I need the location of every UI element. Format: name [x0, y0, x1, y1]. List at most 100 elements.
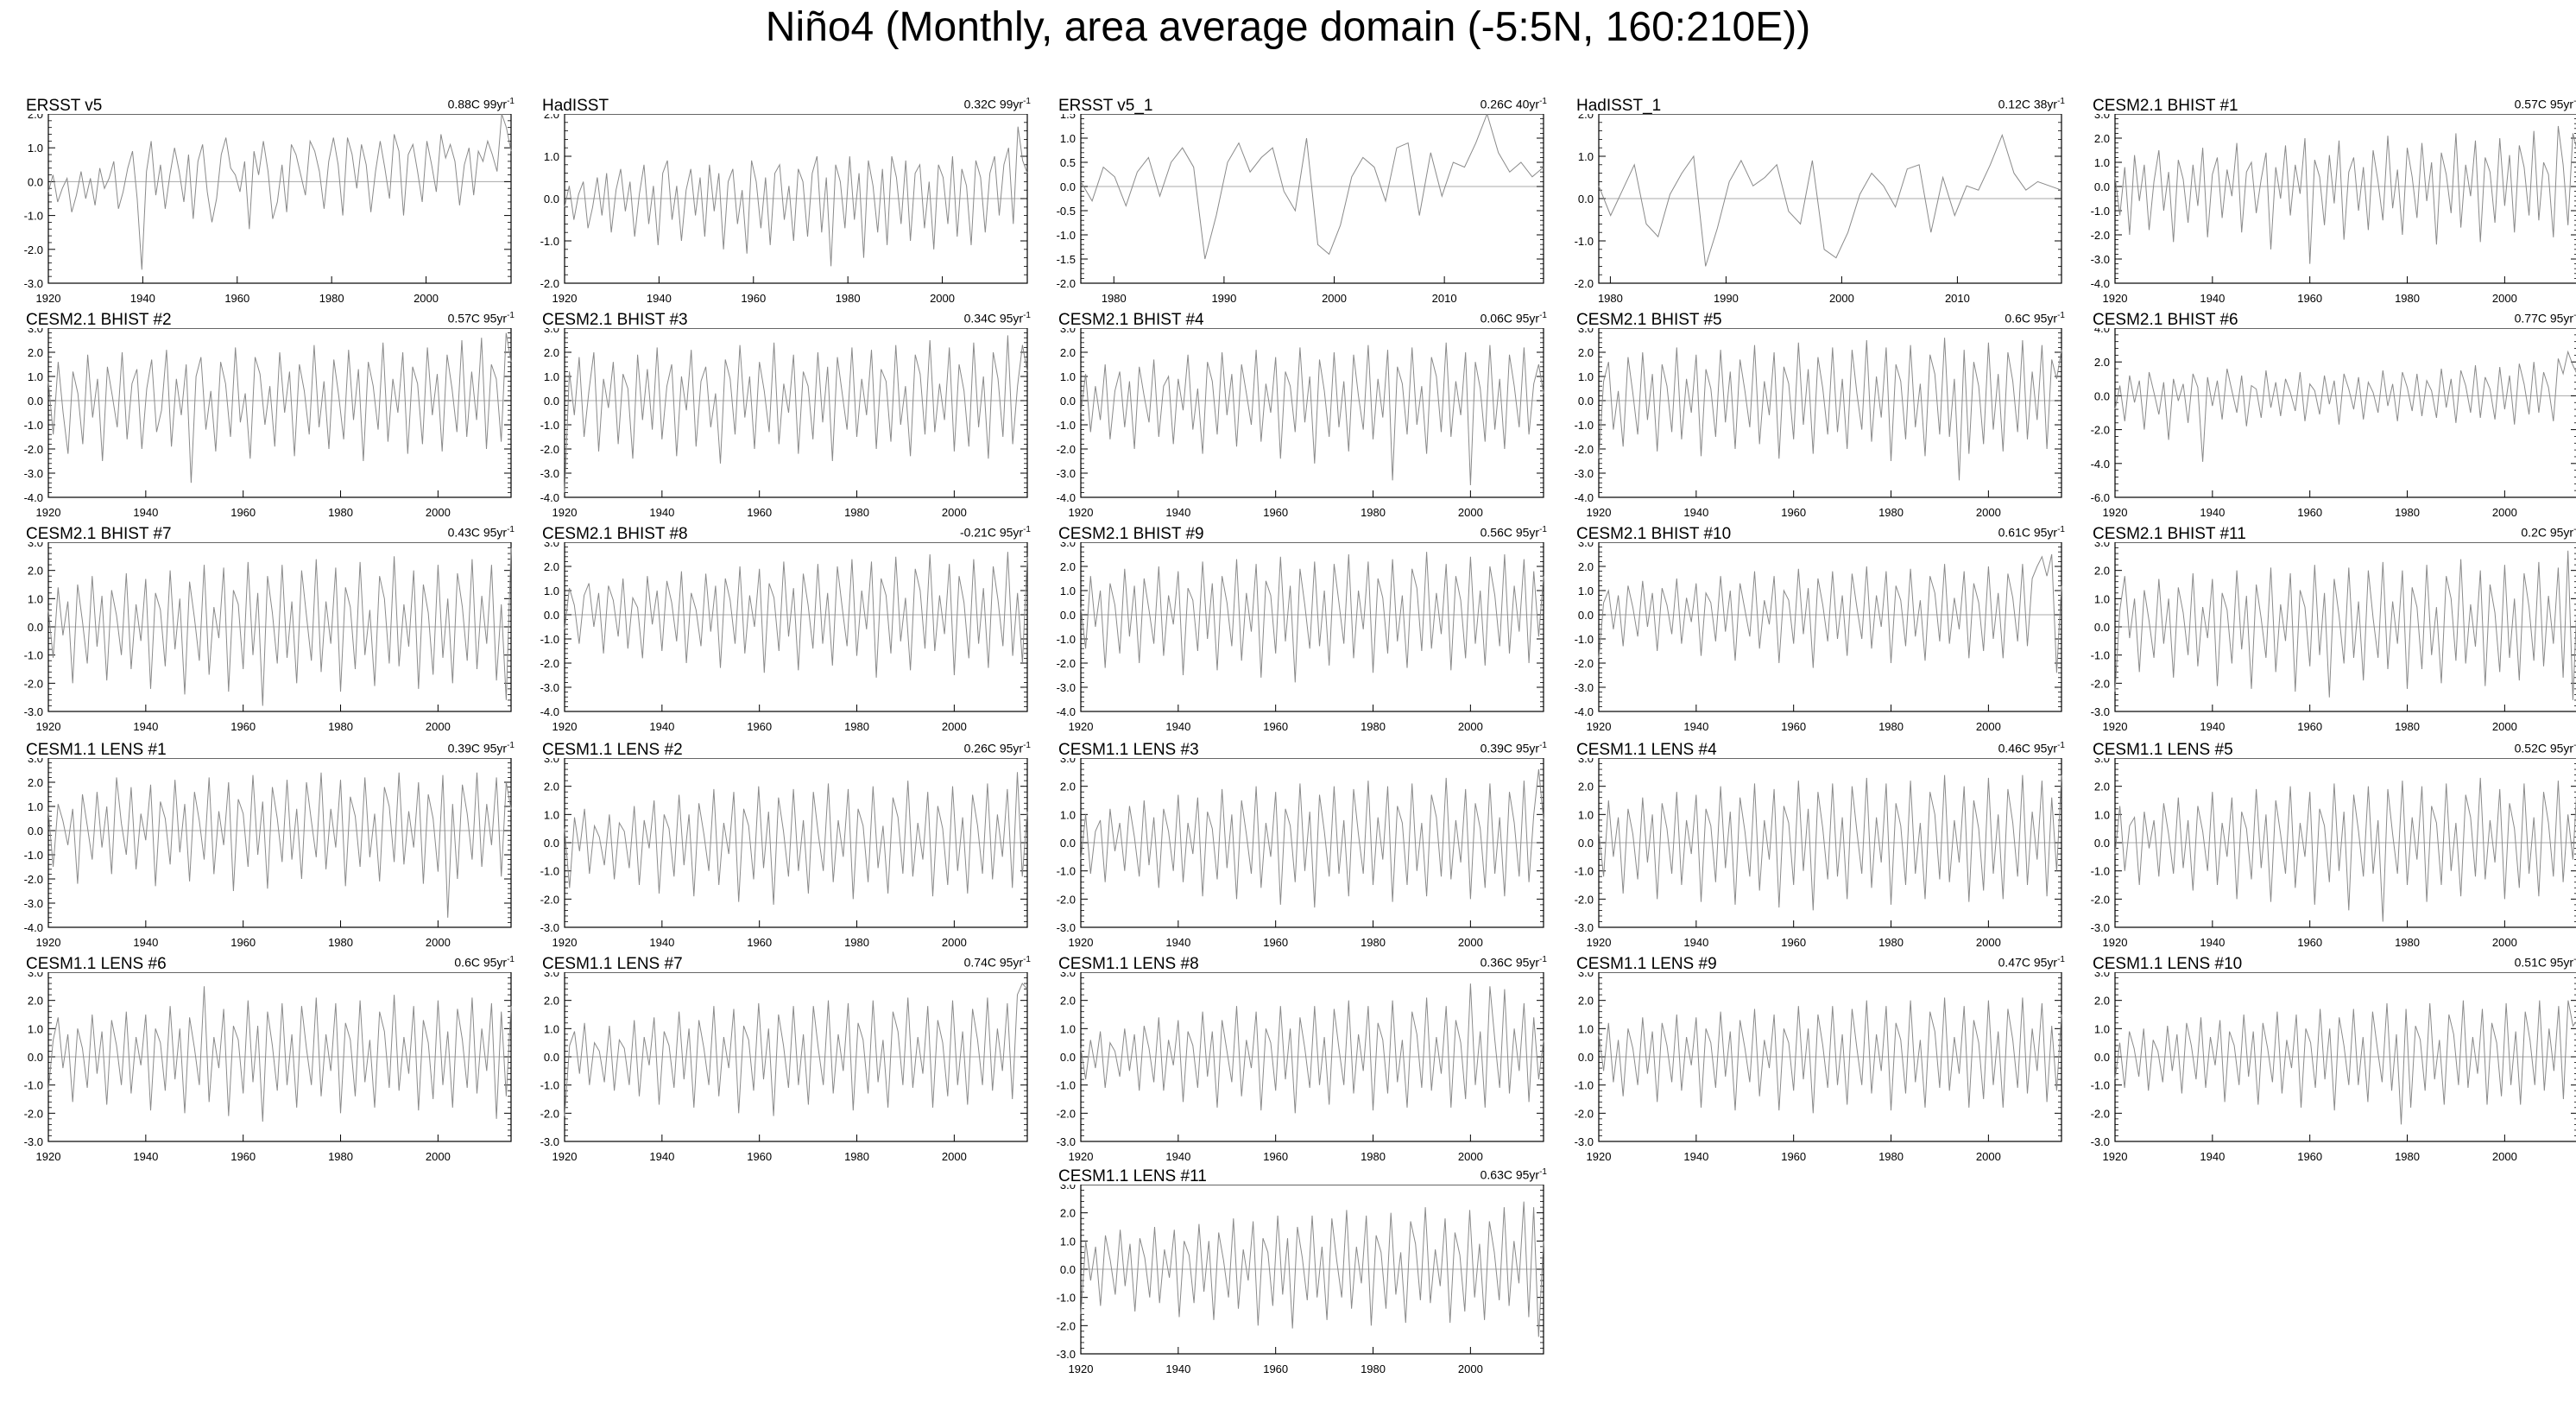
trend-value: 0.57C 95yr — [447, 311, 508, 326]
chart-panel: HadISST 0.32C 99yr-1 -2.0 -1.0 0.0 1.0 2.0 1920… — [534, 95, 1051, 345]
y-tick-label: 3.0 — [1060, 758, 1076, 765]
x-tick-label: 1980 — [1361, 506, 1386, 519]
y-tick-label: -3.0 — [1057, 681, 1076, 694]
y-tick-label: 3.0 — [544, 542, 559, 549]
y-tick-label: -2.0 — [1057, 443, 1076, 456]
x-tick-label: 1920 — [36, 936, 61, 949]
y-tick-label: -2.0 — [1057, 277, 1076, 290]
x-tick-label: 2000 — [942, 506, 967, 519]
panel-trend-label: 0.2C 95yr-1 — [2521, 525, 2576, 540]
chart-panel: CESM2.1 BHIST #5 0.6C 95yr-1 -4.0 -3.0 -2.0-… — [1568, 309, 2086, 559]
panel-trend-label: 0.32C 99yr-1 — [964, 97, 1031, 111]
y-tick-label: 1.0 — [1060, 370, 1076, 383]
x-tick-label: 1960 — [1263, 1362, 1288, 1375]
x-tick-label: 2000 — [942, 936, 967, 949]
x-tick-label: 1980 — [2395, 506, 2420, 519]
y-tick-label: -4.0 — [540, 491, 559, 504]
y-tick-label: 2.0 — [544, 114, 559, 121]
trend-exponent: -1 — [1023, 955, 1031, 964]
y-tick-label: 2.0 — [28, 346, 43, 359]
y-tick-label: -4.0 — [2091, 277, 2110, 290]
x-tick-label: 2000 — [1829, 292, 1854, 305]
chart-panel: CESM1.1 LENS #3 0.39C 95yr-1 -3.0 -2.0 -1.0 0… — [1050, 739, 1568, 989]
y-tick-label: -2.0 — [1575, 657, 1594, 670]
plot-area: -3.0 -2.0 -1.0 0.0 1.0 2.0 3.0 1920 1940 1960 1980… — [2091, 972, 2576, 1163]
plot-area: -4.0 -3.0 -2.0 -1.0 0.0 1.0 2.0 3.0 1920 1940 1960… — [1057, 542, 1544, 733]
y-tick-label: 3.0 — [2094, 758, 2110, 765]
chart-panel: CESM1.1 LENS #1 0.39C 95yr-1 -4.0 -3.0 -2.0-… — [17, 739, 535, 989]
panel-title: CESM2.1 BHIST #3 — [542, 311, 688, 329]
y-tick-label: 2.0 — [28, 995, 43, 1008]
axes-frame — [564, 328, 1028, 498]
x-tick-label: 1920 — [552, 936, 578, 949]
x-tick-label: 1980 — [1361, 1362, 1386, 1375]
y-tick-label: 1.0 — [544, 370, 559, 383]
x-tick-label: 1940 — [649, 720, 674, 733]
series-line — [564, 772, 1028, 905]
x-tick-label: 1940 — [649, 936, 674, 949]
y-tick-label: 2.0 — [28, 776, 43, 789]
trend-value: 0.51C 95yr — [2514, 955, 2574, 970]
x-tick-label: 1980 — [1361, 1150, 1386, 1163]
y-tick-label: 3.0 — [28, 758, 43, 765]
x-tick-label: 2000 — [414, 292, 439, 305]
y-tick-label: -3.0 — [2091, 921, 2110, 934]
x-tick-label: 1940 — [130, 292, 155, 305]
panel-title: CESM2.1 BHIST #7 — [26, 525, 172, 543]
x-tick-label: 1920 — [1069, 1362, 1094, 1375]
y-tick-label: 0.5 — [1060, 156, 1076, 169]
trend-value: 0.39C 95yr — [447, 741, 508, 755]
trend-exponent: -1 — [1023, 311, 1031, 320]
y-tick-label: 1.0 — [1060, 132, 1076, 145]
trend-value: 0.77C 95yr — [2514, 311, 2574, 326]
y-tick-label: -1.0 — [24, 649, 43, 662]
trend-value: 0.26C 40yr — [1480, 97, 1540, 111]
x-tick-label: 1940 — [133, 1150, 158, 1163]
panel-title: CESM1.1 LENS #5 — [2093, 741, 2233, 759]
x-tick-label: 1920 — [2103, 720, 2128, 733]
plot-area: -3.0 -2.0 -1.0 0.0 1.0 2.0 3.0 1920 1940 1960 1980… — [540, 758, 1028, 949]
x-tick-label: 1990 — [1714, 292, 1739, 305]
plot-area: -3.0 -2.0 -1.0 0.0 1.0 2.0 3.0 1920 1940 1960 1980… — [540, 972, 1028, 1163]
y-tick-label: -3.0 — [2091, 705, 2110, 718]
y-tick-label: 1.0 — [28, 142, 43, 155]
x-tick-label: 1940 — [1165, 1362, 1190, 1375]
x-tick-label: 1960 — [2297, 1150, 2322, 1163]
y-tick-label: 1.0 — [28, 592, 43, 605]
y-tick-label: 2.0 — [1060, 346, 1076, 359]
y-tick-label: 3.0 — [2094, 114, 2110, 121]
x-tick-label: 2000 — [1458, 936, 1483, 949]
plot-area: -2.0 -1.0 0.0 1.0 2.0 1980 1990 2000 2010 — [1575, 114, 2062, 305]
panel-title: CESM1.1 LENS #2 — [542, 741, 683, 759]
chart-panel: CESM2.1 BHIST #7 0.43C 95yr-1 -3.0 -2.0 -1.0… — [17, 523, 535, 774]
panel-trend-label: 0.26C 40yr-1 — [1481, 97, 1547, 111]
x-tick-label: 1980 — [1102, 292, 1127, 305]
panel-title: CESM2.1 BHIST #6 — [2093, 311, 2238, 329]
y-tick-label: 3.0 — [1578, 972, 1594, 979]
x-tick-label: 2010 — [1432, 292, 1457, 305]
y-tick-label: 0.0 — [1060, 1051, 1076, 1064]
trend-value: 0.06C 95yr — [1480, 311, 1540, 326]
y-tick-label: 3.0 — [1578, 328, 1594, 335]
y-tick-label: 0.0 — [544, 193, 559, 205]
plot-area: -3.0 -2.0 -1.0 0.0 1.0 2.0 3.0 1920 1940 1960 1980… — [2091, 542, 2576, 733]
y-tick-label: 3.0 — [544, 328, 559, 335]
x-tick-label: 1980 — [328, 720, 353, 733]
x-tick-label: 2000 — [930, 292, 955, 305]
x-tick-label: 1960 — [230, 1150, 256, 1163]
x-tick-label: 1960 — [747, 936, 772, 949]
series-line — [1080, 552, 1544, 683]
y-tick-label: 0.0 — [1578, 609, 1594, 622]
y-tick-label: 2.0 — [1578, 560, 1594, 573]
plot-area: -3.0 -2.0 -1.0 0.0 1.0 2.0 1920 1940 1960 1980 200… — [24, 114, 512, 305]
y-tick-label: -1.0 — [1057, 865, 1076, 878]
panel-title: HadISST_1 — [1576, 97, 1662, 115]
y-tick-label: 0.0 — [2094, 837, 2110, 850]
series-line — [1080, 983, 1544, 1114]
x-tick-label: 2000 — [2492, 506, 2517, 519]
y-tick-label: 2.0 — [1578, 346, 1594, 359]
series-line — [47, 332, 512, 484]
series-line — [1080, 1201, 1544, 1337]
axes-frame — [47, 328, 512, 498]
y-tick-label: 1.0 — [544, 808, 559, 821]
